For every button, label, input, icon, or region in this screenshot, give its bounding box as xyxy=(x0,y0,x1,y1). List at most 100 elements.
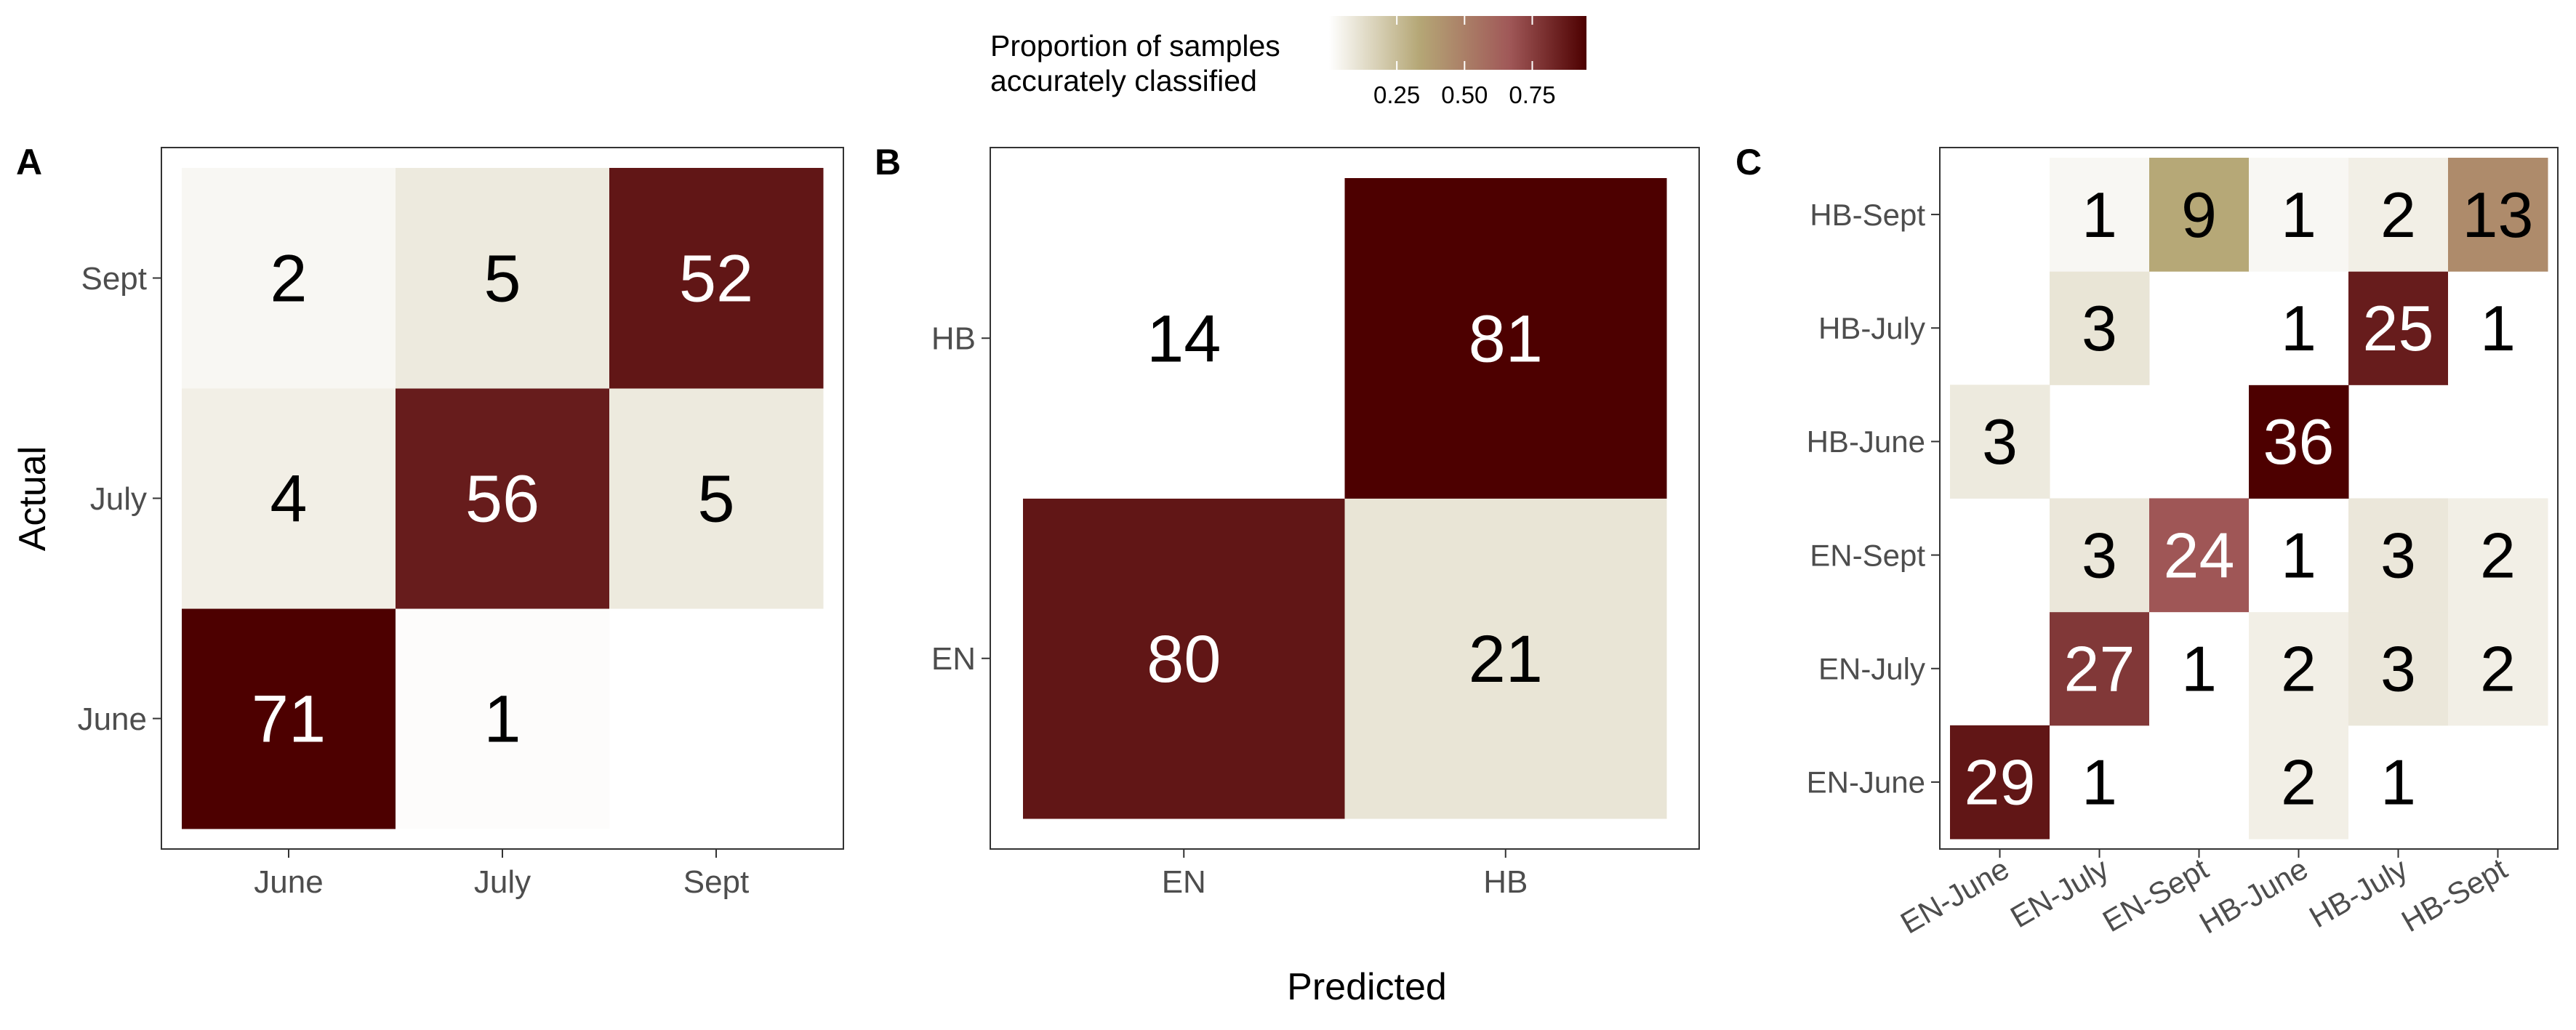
cell-count-label-c: 1 xyxy=(2082,747,2117,818)
cell-count-label-a: 4 xyxy=(270,462,307,536)
cell-count-label-c: 36 xyxy=(2263,406,2335,478)
heatmap-cell-c xyxy=(2149,611,2250,726)
cell-count-label-c: 2 xyxy=(2480,633,2516,705)
cell-count-label-c: 1 xyxy=(2181,633,2217,705)
heatmap-cell-c xyxy=(2448,498,2548,613)
cell-count-label-c: 3 xyxy=(2082,519,2117,591)
cell-count-label-c: 1 xyxy=(2281,179,2316,251)
y-tick-label: HB-Sept xyxy=(1810,198,1925,232)
y-tick-label: EN-July xyxy=(1818,651,1925,685)
y-tick-label: EN-Sept xyxy=(1810,538,1925,572)
y-tick-label: HB xyxy=(931,321,976,357)
cell-count-label-c: 1 xyxy=(2380,747,2416,818)
heatmap-cell-a xyxy=(609,388,824,609)
legend-tick-label: 0.50 xyxy=(1441,81,1488,108)
cell-count-label-c: 25 xyxy=(2363,292,2434,364)
heatmap-cell-c xyxy=(2348,725,2449,840)
y-tick-label: EN-June xyxy=(1807,765,1925,800)
cell-count-label-a: 5 xyxy=(483,242,521,316)
panel-b: B 80 21 14 81 EN HB EN HB xyxy=(875,142,1700,900)
heatmap-cell-a xyxy=(396,608,610,829)
heatmap-cell-c xyxy=(2249,725,2349,840)
heatmap-cell-a xyxy=(609,168,824,389)
cell-count-label-b: 81 xyxy=(1469,302,1543,376)
heatmap-cell-c xyxy=(2249,385,2349,499)
heatmap-cell-b xyxy=(1023,498,1345,819)
y-tick-label: July xyxy=(90,481,147,517)
cell-count-label-c: 1 xyxy=(2281,519,2316,591)
panel-label-a: A xyxy=(16,142,42,182)
panel-b-border xyxy=(990,147,1700,850)
cell-count-label-c: 2 xyxy=(2281,747,2316,818)
x-tick-label: EN xyxy=(1162,864,1206,900)
x-tick-label: EN-Sept xyxy=(2097,851,2214,938)
cell-count-label-c: 27 xyxy=(2064,633,2135,705)
legend-ticks: 0.25 0.50 0.75 xyxy=(1373,16,1556,108)
x-axis-title: Predicted xyxy=(1287,966,1447,1008)
cell-count-label-b: 21 xyxy=(1469,622,1543,696)
heatmap-cell-a xyxy=(182,388,396,609)
heatmap-cell-b xyxy=(1023,178,1345,499)
x-tick-label: HB-July xyxy=(2303,851,2413,934)
heatmap-cell-b xyxy=(1344,498,1667,819)
cell-count-label-a: 52 xyxy=(679,242,753,316)
panel-label-b: B xyxy=(875,142,901,182)
legend-title-line1: Proportion of samples xyxy=(990,29,1280,63)
panel-c: C 29 1 2 127 1 2 3 23 24 1 3 23 363 1 25 11 9 1 2 13EN-June… xyxy=(1736,142,2559,940)
cell-count-label-a: 56 xyxy=(465,462,539,536)
heatmap-cell-b xyxy=(1344,178,1667,499)
cell-count-label-a: 2 xyxy=(270,242,307,316)
cell-count-label-a: 71 xyxy=(252,683,326,757)
cell-count-label-c: 1 xyxy=(2480,292,2516,364)
x-tick-label: HB-June xyxy=(2194,851,2314,940)
heatmap-cell-c xyxy=(2249,158,2349,272)
heatmap-cell-c xyxy=(2249,611,2349,726)
x-tick-label: July xyxy=(474,864,531,900)
heatmap-cell-c xyxy=(2249,498,2349,613)
heatmap-cell-c xyxy=(2249,271,2349,385)
cell-count-label-b: 80 xyxy=(1147,622,1221,696)
x-tick-label: HB xyxy=(1483,864,1528,900)
legend-tick-label: 0.75 xyxy=(1509,81,1555,108)
panel-label-c: C xyxy=(1736,142,1762,182)
heatmap-cell-c xyxy=(2348,158,2449,272)
x-tick-label: Sept xyxy=(683,864,750,900)
heatmap-cell-a xyxy=(396,168,610,389)
cell-count-label-c: 3 xyxy=(1982,406,2018,478)
heatmap-cell-c xyxy=(2149,158,2250,272)
cell-count-label-c: 2 xyxy=(2281,633,2316,705)
cell-count-label-c: 29 xyxy=(1965,747,2036,818)
cell-count-label-c: 2 xyxy=(2480,519,2516,591)
heatmap-cell-c xyxy=(2050,498,2150,613)
heatmap-cell-a xyxy=(182,168,396,389)
cell-count-label-c: 3 xyxy=(2082,292,2117,364)
x-tick-label: June xyxy=(254,864,323,900)
heatmap-cell-c xyxy=(2050,725,2150,840)
cell-count-label-c: 24 xyxy=(2164,519,2235,591)
y-tick-label: Sept xyxy=(81,261,147,297)
heatmap-cell-c xyxy=(2050,271,2150,385)
y-tick-label: June xyxy=(78,701,147,737)
cell-count-label-c: 2 xyxy=(2380,179,2416,251)
cell-count-label-c: 1 xyxy=(2281,292,2316,364)
heatmap-cell-c xyxy=(2448,611,2548,726)
heatmap-cell-a xyxy=(396,388,610,609)
x-tick-label: HB-Sept xyxy=(2396,851,2513,938)
heatmap-cell-c xyxy=(1950,385,2050,499)
cell-count-label-c: 3 xyxy=(2380,519,2416,591)
y-tick-label: HB-July xyxy=(1818,311,1925,345)
cell-count-label-c: 1 xyxy=(2082,179,2117,251)
y-tick-label: HB-June xyxy=(1807,425,1925,459)
heatmap-cell-c xyxy=(2149,498,2250,613)
cell-count-label-c: 3 xyxy=(2380,633,2416,705)
heatmap-cell-c xyxy=(2050,611,2150,726)
cell-count-label-b: 14 xyxy=(1147,302,1221,376)
legend-tick-label: 0.25 xyxy=(1373,81,1420,108)
color-legend: Proportion of samples accurately classif… xyxy=(990,16,1586,108)
cell-count-label-c: 9 xyxy=(2181,179,2217,251)
heatmap-cell-a xyxy=(182,608,396,829)
x-tick-label: EN-July xyxy=(2005,851,2114,934)
heatmap-cell-c xyxy=(2348,611,2449,726)
